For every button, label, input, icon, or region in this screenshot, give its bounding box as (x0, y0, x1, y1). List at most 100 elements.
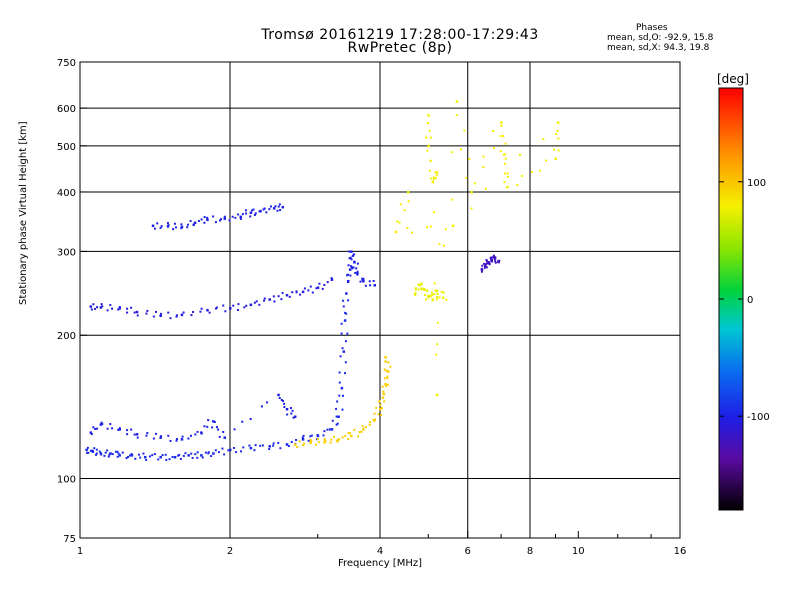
echo-point (380, 407, 383, 410)
echo-point (166, 225, 170, 228)
echo-point (485, 263, 488, 266)
echo-point (287, 445, 290, 448)
echo-point (295, 291, 298, 294)
echo-point (427, 144, 430, 148)
echo-point (291, 409, 294, 412)
echo-point (344, 311, 347, 314)
echo-point (288, 295, 291, 298)
echo-point (382, 392, 385, 395)
echo-point (470, 190, 473, 194)
echo-point (186, 226, 189, 229)
echo-point (130, 306, 133, 309)
echo-point (289, 407, 292, 410)
echo-point (417, 288, 420, 291)
echo-point (146, 309, 149, 312)
colorbar-tick-label: -100 (747, 412, 770, 423)
echo-point (494, 256, 497, 259)
echo-point (145, 312, 148, 315)
echo-point (95, 448, 98, 451)
echo-point (348, 268, 352, 271)
echo-point (253, 214, 256, 217)
series-8 (394, 100, 560, 397)
echo-point (301, 436, 304, 439)
echo-point (502, 135, 505, 138)
echo-point (347, 432, 350, 435)
echo-point (485, 258, 488, 261)
echo-point (125, 457, 128, 460)
echo-point (214, 221, 217, 224)
echo-point (92, 303, 95, 306)
echo-point (542, 138, 545, 141)
echo-point (435, 174, 438, 177)
echo-point (438, 296, 441, 299)
echo-point (436, 293, 439, 296)
echo-point (285, 293, 289, 297)
echo-point (425, 136, 428, 139)
echo-point (444, 228, 447, 231)
echo-point (213, 420, 216, 423)
echo-point (279, 209, 282, 212)
echo-point (180, 313, 184, 317)
echo-point (261, 444, 264, 447)
echo-point (272, 442, 275, 445)
echo-point (492, 254, 495, 257)
y-tick-label: 200 (57, 331, 76, 342)
echo-point (455, 114, 458, 117)
echo-point (207, 419, 210, 422)
echo-point (180, 227, 183, 230)
echo-point (357, 435, 360, 438)
echo-point (557, 137, 560, 140)
echo-point (436, 343, 439, 346)
echo-point (383, 377, 386, 380)
echo-point (280, 398, 283, 401)
echo-point (309, 435, 312, 438)
echo-point (189, 220, 192, 223)
echo-point (410, 231, 413, 234)
echo-point (426, 121, 429, 124)
y-tick-label: 300 (57, 247, 76, 258)
echo-point (506, 172, 509, 175)
echo-point (208, 311, 211, 314)
echo-point (109, 452, 112, 455)
echo-point (254, 212, 257, 215)
echo-point (291, 291, 294, 294)
echo-point (351, 267, 354, 270)
echo-point (361, 277, 364, 280)
echo-point (285, 407, 289, 411)
echo-point (175, 437, 178, 440)
echo-point (92, 426, 95, 429)
echo-point (342, 350, 346, 353)
echo-point (187, 437, 190, 440)
echo-point (344, 434, 347, 437)
echo-point (278, 397, 281, 400)
echo-point (180, 225, 184, 229)
echo-point (151, 224, 155, 228)
echo-point (253, 449, 256, 452)
echo-point (340, 332, 343, 335)
echo-point (335, 423, 338, 426)
echo-point (206, 308, 209, 312)
echo-point (197, 219, 200, 222)
colorbar-tick-label: 0 (747, 295, 753, 306)
echo-point (337, 415, 340, 418)
echo-point (384, 382, 387, 386)
echo-point (350, 434, 353, 438)
echo-point (222, 304, 225, 307)
echo-point (425, 298, 428, 301)
echo-point (323, 439, 327, 443)
echo-point (432, 176, 435, 179)
echo-point (200, 307, 203, 310)
echo-point (192, 311, 195, 314)
echo-point (212, 420, 215, 423)
echo-point (298, 440, 301, 443)
echo-point (161, 454, 164, 457)
echo-point (336, 422, 339, 425)
echo-point (243, 306, 246, 309)
echo-point (175, 315, 178, 318)
echo-point (339, 355, 342, 358)
echo-point (481, 264, 484, 267)
echo-point (280, 298, 283, 301)
echo-point (194, 433, 197, 436)
echo-point (210, 455, 213, 458)
echo-point (214, 449, 217, 452)
